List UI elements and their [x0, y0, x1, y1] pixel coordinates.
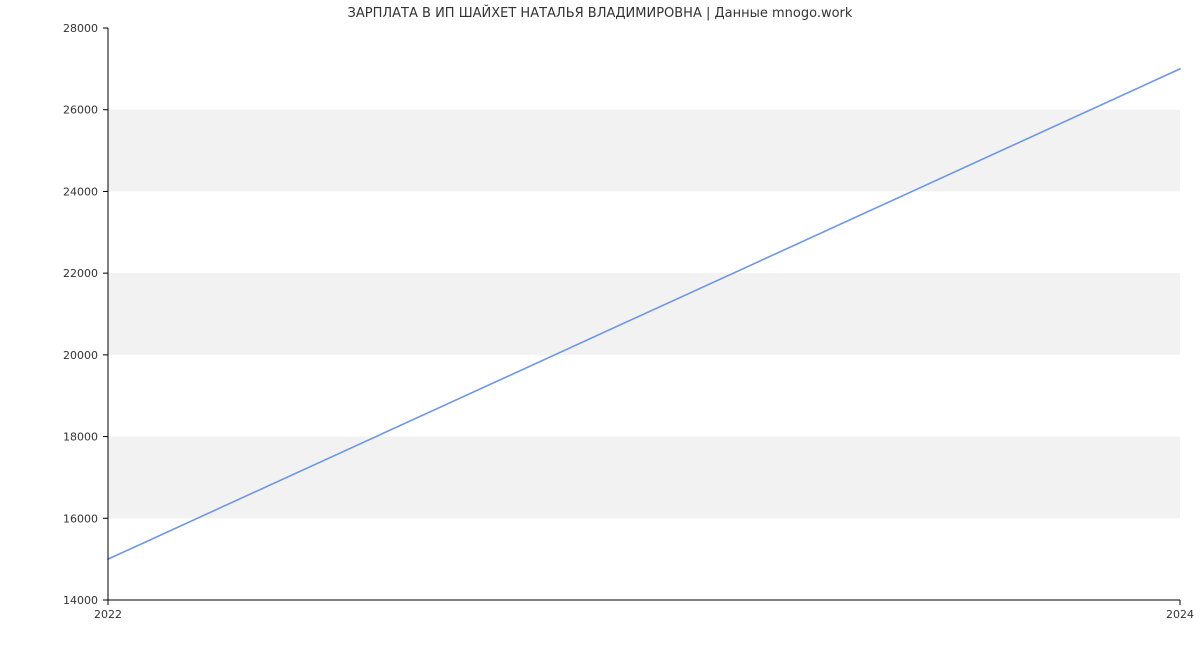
y-tick-label: 28000	[63, 22, 98, 35]
x-tick-label: 2024	[1166, 608, 1194, 621]
grid-band	[108, 437, 1180, 519]
y-tick-label: 16000	[63, 512, 98, 525]
chart-svg: 14000 16000 18000 20000 22000 24000 26000 28000…	[0, 0, 1200, 650]
y-tick-label: 22000	[63, 267, 98, 280]
y-tick-label: 20000	[63, 349, 98, 362]
y-tick-label: 26000	[63, 104, 98, 117]
y-tick-label: 24000	[63, 185, 98, 198]
chart-title: ЗАРПЛАТА В ИП ШАЙХЕТ НАТАЛЬЯ ВЛАДИМИРОВН…	[0, 6, 1200, 21]
x-tick-label: 2022	[94, 608, 122, 621]
salary-line-chart: ЗАРПЛАТА В ИП ШАЙХЕТ НАТАЛЬЯ ВЛАДИМИРОВН…	[0, 0, 1200, 650]
y-tick-label: 14000	[63, 594, 98, 607]
grid-band	[108, 110, 1180, 192]
y-tick-label: 18000	[63, 431, 98, 444]
